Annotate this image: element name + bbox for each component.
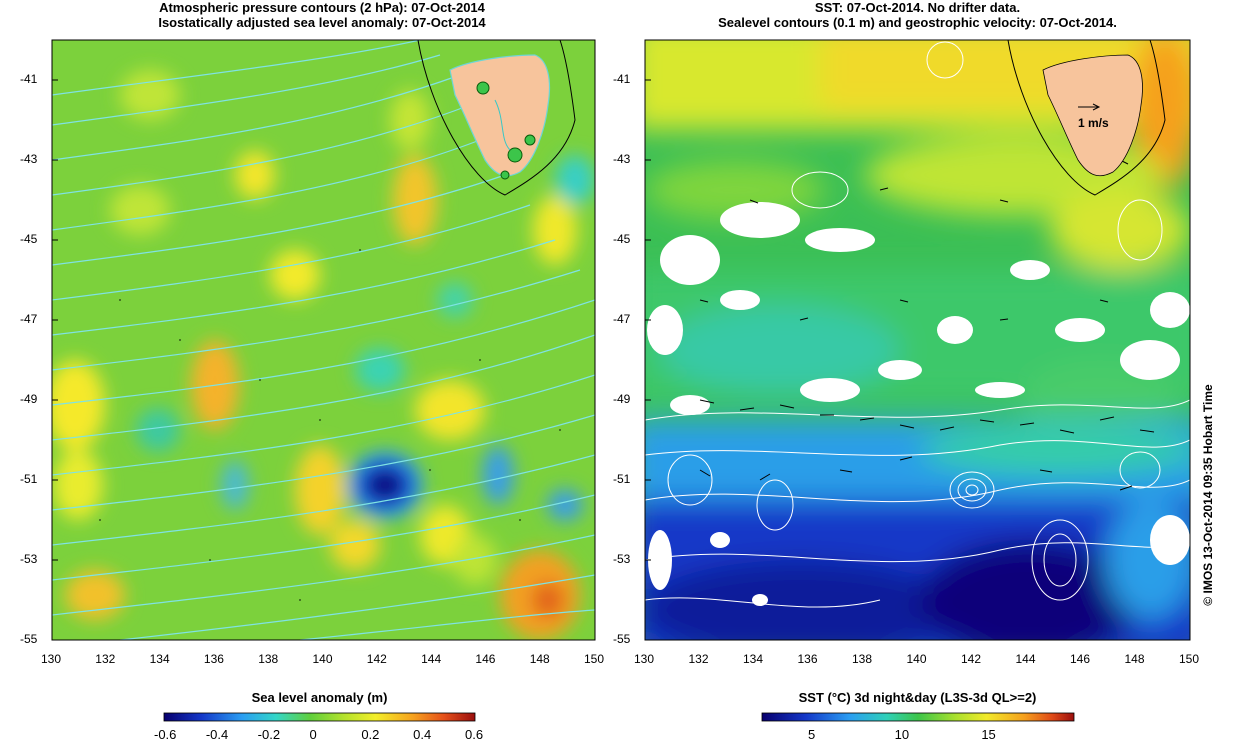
- lat-tick-label: -45: [20, 232, 38, 246]
- lon-tick-label: 134: [149, 652, 170, 666]
- lat-tick-label: -47: [613, 312, 631, 326]
- lat-tick-label: -53: [20, 552, 38, 566]
- velocity-dots: [99, 249, 561, 601]
- sla-map: [52, 40, 595, 640]
- sst-colorbar-title: SST (°C) 3d night&day (L3S-3d QL>=2): [798, 690, 1037, 705]
- lat-tick-label: -43: [613, 152, 631, 166]
- lon-tick-label: 148: [1124, 652, 1145, 666]
- sla-anomaly-field: [52, 70, 595, 640]
- lon-tick-label: 140: [312, 652, 333, 666]
- lon-tick-label: 146: [475, 652, 496, 666]
- lat-tick-label: -43: [20, 152, 38, 166]
- lon-tick-label: 142: [366, 652, 387, 666]
- lon-tick-label: 136: [203, 652, 224, 666]
- sla-colorbar-tick-label: -0.2: [257, 727, 281, 742]
- lon-tick-label: 144: [1015, 652, 1036, 666]
- sla-colorbar-title: Sea level anomaly (m): [251, 690, 388, 705]
- left-title-line1: Atmospheric pressure contours (2 hPa): 0…: [159, 0, 485, 15]
- tasmania-land: [417, 40, 576, 196]
- left-title-line2: Isostatically adjusted sea level anomaly…: [158, 15, 486, 30]
- lat-tick-label: -51: [20, 472, 38, 486]
- axis-tick-marks: [52, 79, 651, 561]
- lat-tick-label: -47: [20, 312, 38, 326]
- sst-colorbar-tick-label: 10: [894, 727, 910, 742]
- tasmania-land-right: [1007, 40, 1166, 196]
- sla-colorbar-tick-label: -0.4: [205, 727, 229, 742]
- sla-colorbar: [163, 712, 476, 722]
- cloud-mask: [647, 202, 1190, 606]
- pressure-contours: [52, 40, 595, 640]
- right-title-line1: SST: 07-Oct-2014. No drifter data.: [814, 0, 1021, 15]
- sla-colorbar-tick-label: 0: [309, 727, 317, 742]
- lat-tick-label: -55: [20, 632, 38, 646]
- lon-tick-label: 146: [1070, 652, 1091, 666]
- lon-tick-label: 142: [961, 652, 982, 666]
- lon-tick-label: 130: [41, 652, 62, 666]
- lat-tick-label: -49: [613, 392, 631, 406]
- sst-colorbar: [761, 712, 1075, 722]
- lon-tick-label: 148: [529, 652, 550, 666]
- sst-colorbar-tick-label: 5: [808, 727, 816, 742]
- lon-tick-label: 134: [743, 652, 764, 666]
- lon-tick-label: 130: [634, 652, 655, 666]
- sla-colorbar-tick-label: 0.6: [465, 727, 484, 742]
- sla-colorbar-tick-label: 0.2: [361, 727, 380, 742]
- left-map-frame: [51, 39, 596, 641]
- lon-tick-label: 150: [1179, 652, 1200, 666]
- copyright-note: © IMOS 13-Oct-2014 09:35 Hobart Time: [1201, 384, 1215, 606]
- right-map-frame: [644, 39, 1191, 641]
- sla-colorbar-tick-label: 0.4: [413, 727, 432, 742]
- lat-tick-label: -41: [20, 72, 38, 86]
- lon-tick-label: 150: [584, 652, 605, 666]
- sst-colorbar-tick-label: 15: [981, 727, 996, 742]
- lon-tick-label: 136: [797, 652, 818, 666]
- right-title-line2: Sealevel contours (0.1 m) and geostrophi…: [718, 15, 1117, 30]
- lat-tick-label: -49: [20, 392, 38, 406]
- lon-tick-label: 132: [688, 652, 709, 666]
- lon-tick-label: 140: [906, 652, 927, 666]
- lon-tick-label: 132: [95, 652, 116, 666]
- lon-tick-label: 138: [258, 652, 279, 666]
- lat-tick-label: -51: [613, 472, 631, 486]
- lat-tick-label: -53: [613, 552, 631, 566]
- lat-tick-label: -41: [613, 72, 631, 86]
- lat-tick-label: -55: [613, 632, 631, 646]
- velocity-arrows: [699, 159, 1155, 491]
- velocity-scale-label: 1 m/s: [1078, 116, 1109, 130]
- lon-tick-label: 138: [852, 652, 873, 666]
- sst-map: [645, 40, 1190, 640]
- lon-tick-label: 144: [421, 652, 442, 666]
- sealevel-contours: [645, 41, 1190, 608]
- sst-field: [645, 40, 1190, 640]
- lat-tick-label: -45: [613, 232, 631, 246]
- sla-colorbar-tick-label: -0.6: [154, 727, 177, 742]
